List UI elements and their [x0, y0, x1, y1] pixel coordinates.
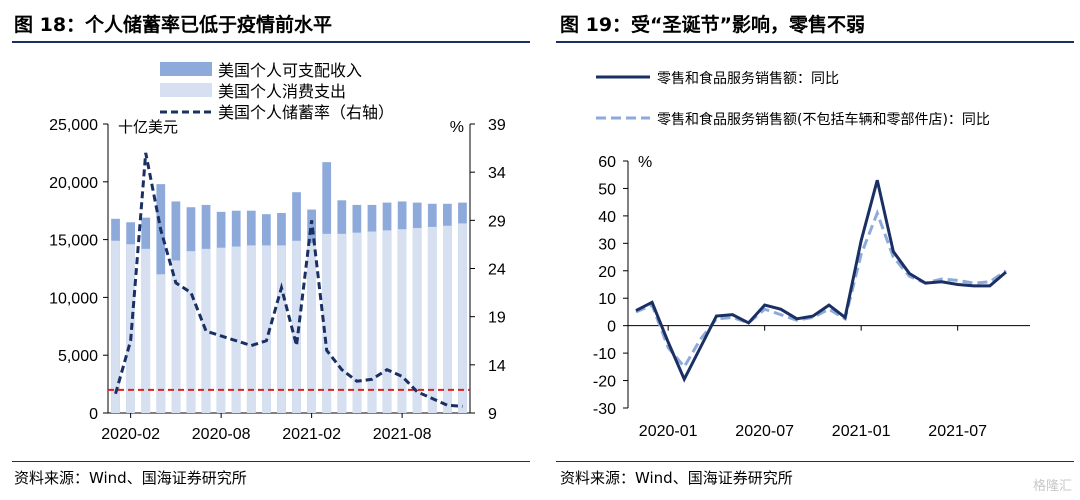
right-chart-title: 图 19：受“圣诞节”影响，零售不弱	[560, 14, 866, 36]
saving-rate-line	[114, 152, 463, 408]
consumption-bar	[246, 245, 256, 413]
x-tick-label: 2021-02	[282, 426, 341, 443]
right-y-tick-label: 19	[488, 310, 506, 327]
consumption-bar	[231, 246, 241, 413]
left-source-note: 资料来源：Wind、国海证券研究所	[14, 469, 247, 487]
consumption-bar	[367, 231, 377, 413]
right-source-note: 资料来源：Wind、国海证券研究所	[560, 469, 793, 487]
consumption-bar	[307, 243, 316, 413]
left-y-tick-label: 25,000	[49, 117, 98, 134]
left-y-unit-label: 十亿美元	[118, 118, 178, 136]
consumption-bar	[337, 233, 347, 413]
y-tick-label: 0	[607, 319, 616, 336]
left-y-tick-label: 20,000	[49, 175, 98, 192]
right-y-tick-label: 34	[488, 165, 506, 182]
left-y-tick-label: 5,000	[58, 348, 98, 365]
y-tick-label: 10	[598, 291, 616, 308]
y-tick-label: -30	[593, 401, 616, 418]
x-tick-label: 2021-08	[373, 426, 432, 443]
y-tick-label: 40	[598, 209, 616, 226]
consumption-bar	[277, 245, 286, 413]
y-tick-label: 30	[598, 236, 616, 253]
x-tick-label: 2020-07	[735, 423, 794, 440]
left-chart-title: 图 18：个人储蓄率已低于疫情前水平	[14, 14, 333, 36]
y-tick-label: 20	[598, 264, 616, 281]
right-y-tick-label: 14	[488, 358, 506, 375]
consumption-bar	[458, 223, 467, 413]
right-y-tick-label: 9	[488, 406, 497, 423]
consumption-bar	[201, 248, 211, 413]
consumption-bar	[262, 245, 271, 413]
right-y-unit-label: %	[450, 119, 464, 136]
left-y-tick-label: 15,000	[49, 233, 98, 250]
left-y-tick-label: 0	[89, 406, 98, 423]
y-tick-label: -20	[593, 374, 616, 391]
consumption-bar	[397, 229, 407, 413]
retail-ex-auto-line	[635, 208, 1007, 370]
consumption-bar	[427, 226, 437, 413]
consumption-bar	[352, 232, 362, 413]
legend-label: 美国个人消费支出	[218, 82, 346, 101]
consumption-bar	[443, 225, 452, 413]
consumption-bar	[382, 230, 392, 413]
legend-label: 美国个人储蓄率（右轴）	[218, 103, 394, 122]
legend-label: 美国个人可支配收入	[218, 61, 362, 80]
consumption-bar	[292, 240, 301, 413]
retail-line	[635, 179, 1007, 383]
left-y-tick-label: 10,000	[49, 290, 98, 307]
y-tick-label: 60	[598, 154, 616, 171]
legend-label: 零售和食品服务销售额：同比	[657, 70, 839, 87]
y-unit-label: %	[638, 154, 652, 171]
consumption-bar	[141, 248, 151, 413]
left-title-rule	[12, 41, 530, 43]
legend-swatch-consumption	[160, 83, 212, 97]
legend-label: 零售和食品服务销售额(不包括车辆和零部件店)：同比	[657, 111, 990, 128]
consumption-bar	[216, 247, 226, 413]
y-tick-label: -10	[593, 346, 616, 363]
consumption-bar	[322, 233, 332, 413]
consumption-bar	[412, 228, 422, 413]
y-tick-label: 50	[598, 181, 616, 198]
x-tick-label: 2020-01	[639, 423, 698, 440]
watermark: 格隆汇	[1032, 479, 1072, 494]
left-footer-rule	[12, 461, 530, 462]
right-title-rule	[556, 41, 1074, 43]
consumption-bar	[171, 260, 181, 413]
right-y-tick-label: 29	[488, 213, 506, 230]
right-footer-rule	[556, 461, 1074, 462]
x-tick-label: 2020-08	[192, 426, 251, 443]
consumption-bar	[111, 240, 120, 413]
right-y-tick-label: 39	[488, 117, 506, 134]
x-tick-label: 2021-01	[832, 423, 891, 440]
right-y-tick-label: 24	[488, 262, 506, 279]
x-tick-label: 2020-02	[101, 426, 160, 443]
consumption-bar	[156, 274, 166, 413]
x-tick-label: 2021-07	[928, 423, 987, 440]
legend-swatch-income	[160, 62, 212, 76]
consumption-bar	[186, 251, 196, 413]
